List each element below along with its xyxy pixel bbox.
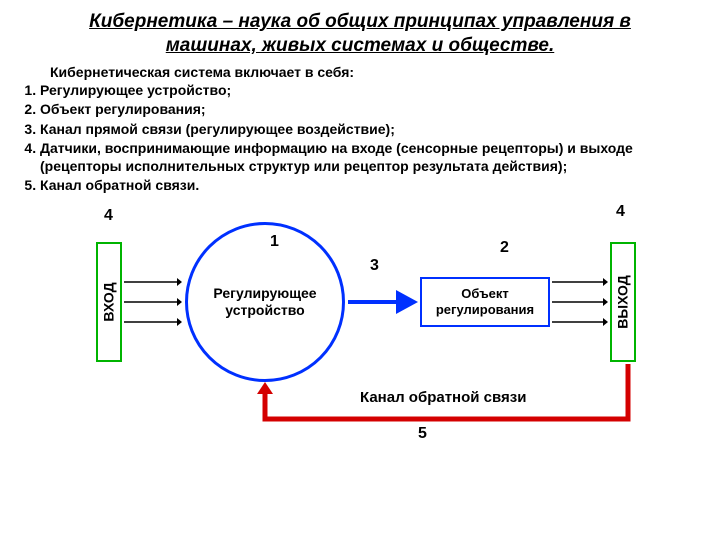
list-item: Объект регулирования; bbox=[40, 101, 690, 119]
label-5: 5 bbox=[418, 425, 427, 443]
input-box: ВХОД bbox=[96, 242, 122, 362]
label-2: 2 bbox=[500, 239, 509, 257]
list-item: Канал обратной связи. bbox=[40, 177, 690, 195]
object-label: Объект регулирования bbox=[426, 286, 544, 317]
label-3: 3 bbox=[370, 257, 379, 275]
label-4-left: 4 bbox=[104, 207, 113, 225]
regulator-label: Регулирующее устройство bbox=[196, 285, 334, 319]
list-item: Канал прямой связи (регулирующее воздейс… bbox=[40, 121, 690, 139]
output-label: ВЫХОД bbox=[615, 275, 631, 328]
input-label: ВХОД bbox=[101, 282, 117, 321]
label-4-right: 4 bbox=[616, 203, 625, 221]
list-item: Регулирующее устройство; bbox=[40, 82, 690, 100]
cybernetics-diagram: ВХОД ВЫХОД Регулирующее устройство Объек… bbox=[0, 197, 720, 457]
intro-text: Кибернетическая система включает в себя: bbox=[0, 64, 720, 80]
object-rect: Объект регулирования bbox=[420, 277, 550, 327]
regulator-circle: Регулирующее устройство bbox=[185, 222, 345, 382]
output-box: ВЫХОД bbox=[610, 242, 636, 362]
feedback-channel-label: Канал обратной связи bbox=[360, 389, 526, 406]
definition-list: Регулирующее устройство; Объект регулиро… bbox=[0, 82, 720, 195]
page-title: Кибернетика – наука об общих принципах у… bbox=[0, 0, 720, 64]
list-item: Датчики, воспринимающие информацию на вх… bbox=[40, 140, 690, 175]
label-1: 1 bbox=[270, 233, 279, 251]
